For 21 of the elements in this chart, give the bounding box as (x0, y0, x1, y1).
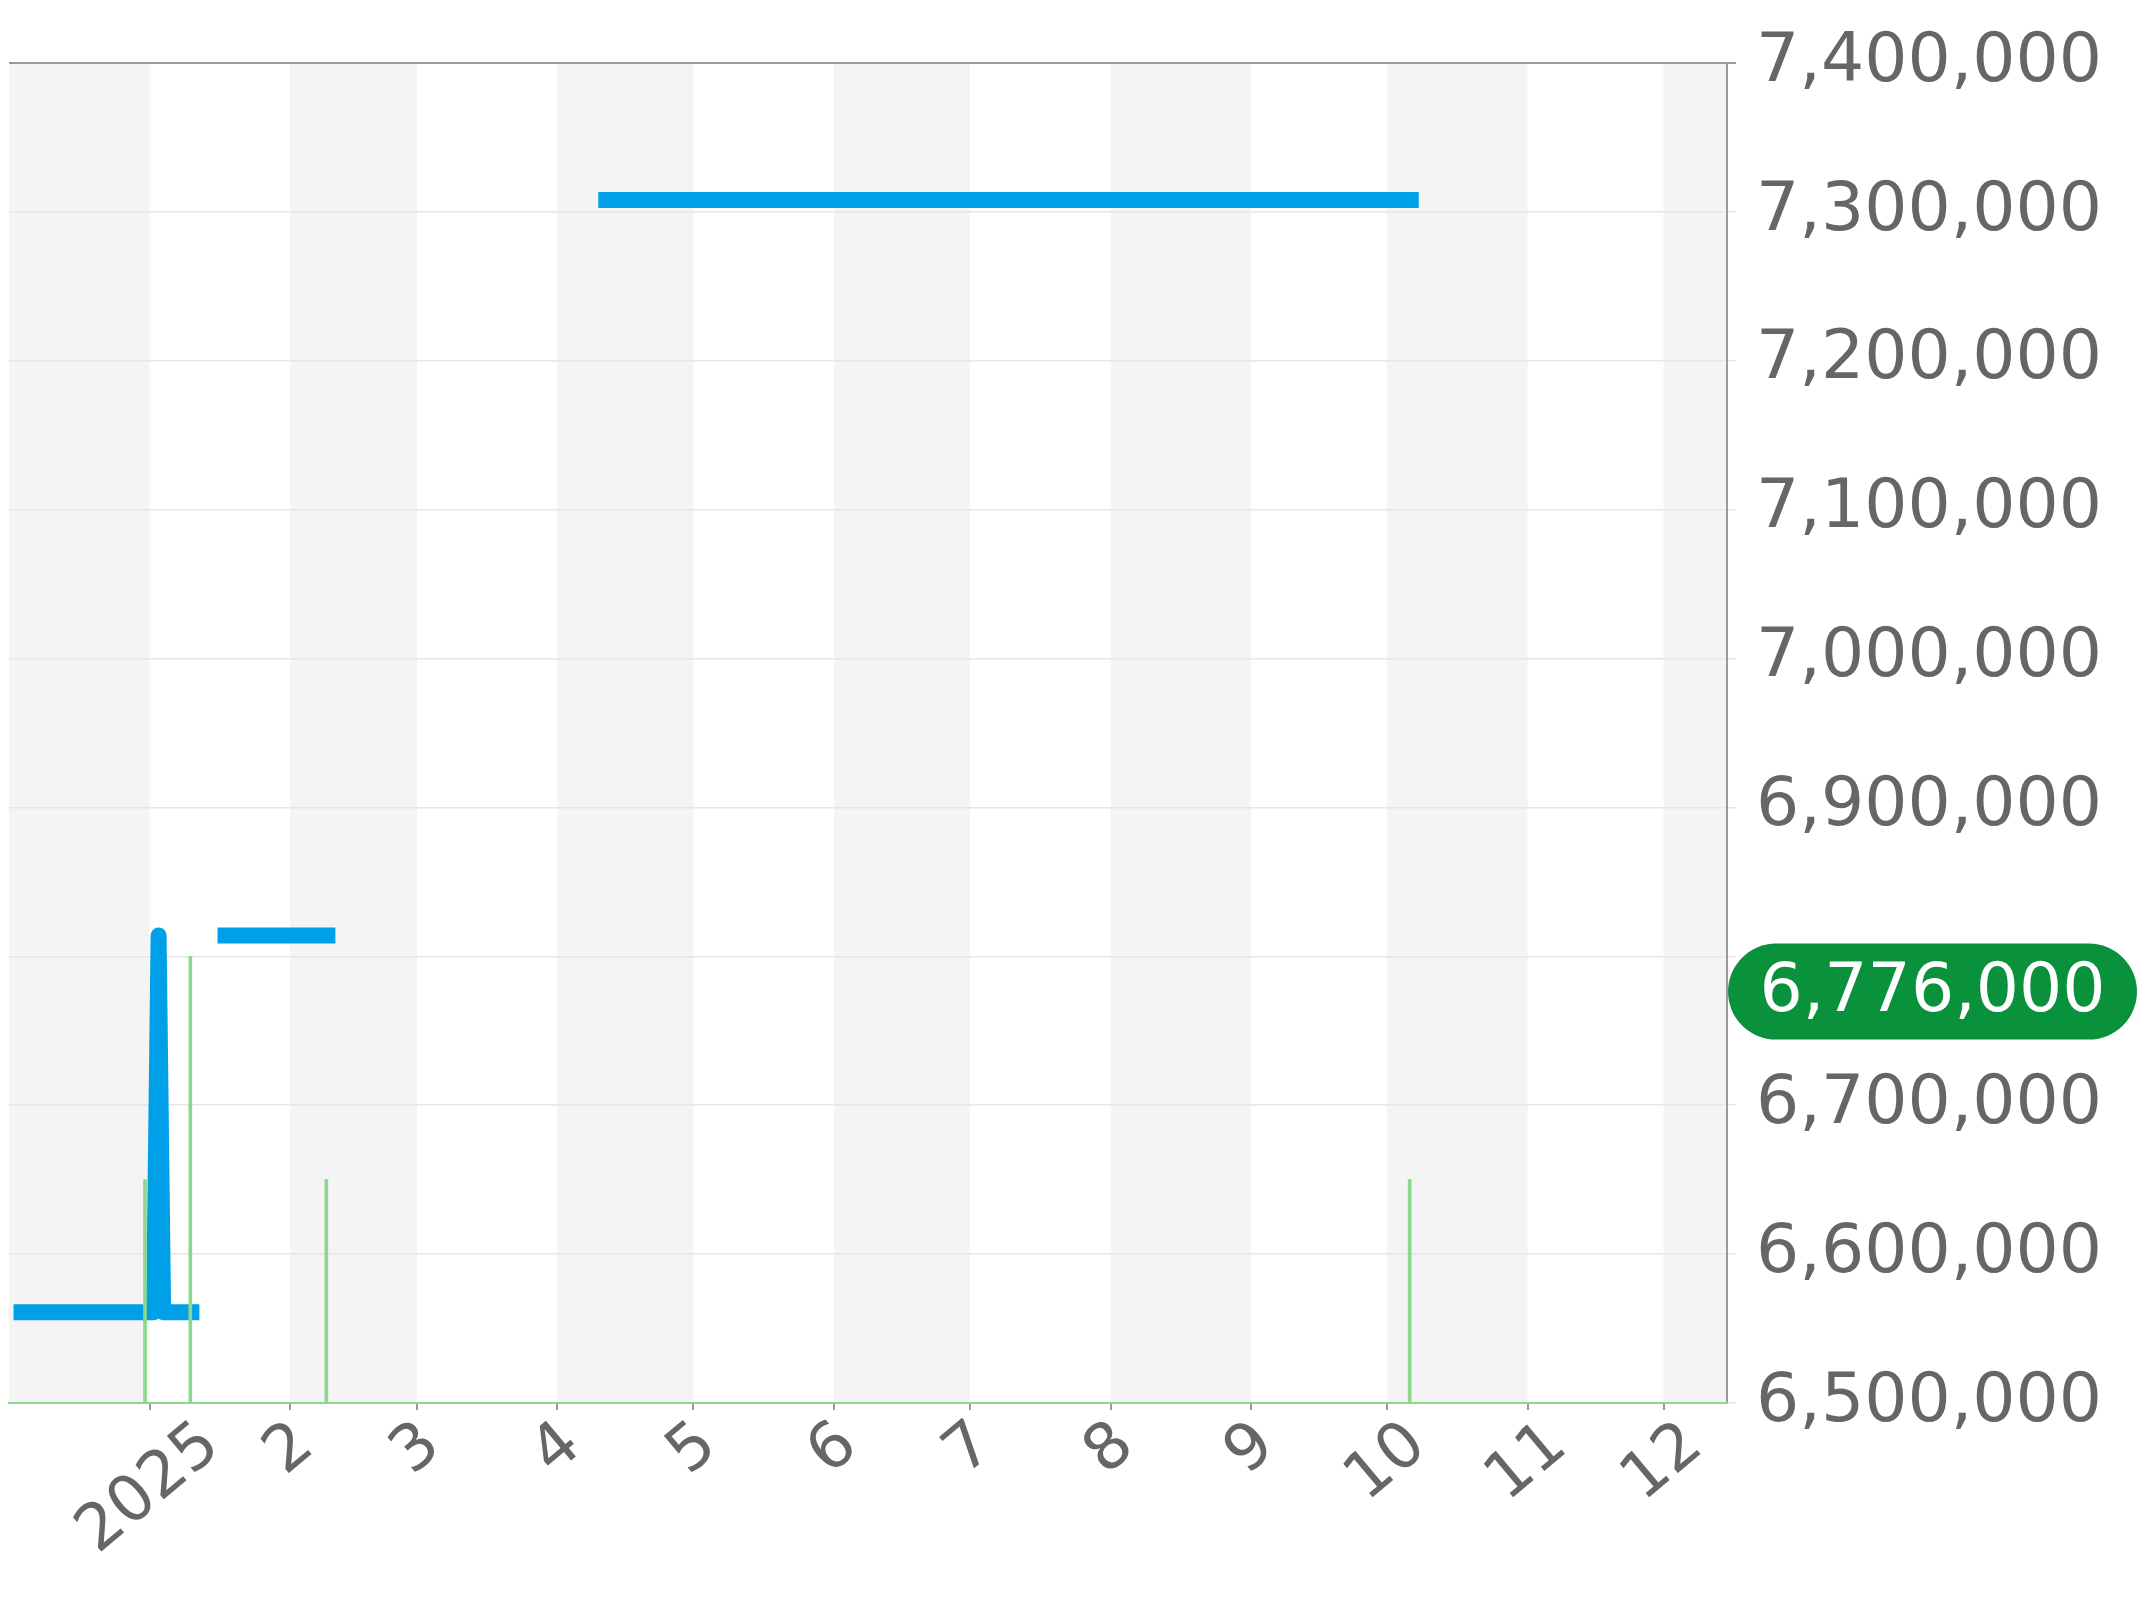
text: 6,776,000 (1759, 948, 2106, 1028)
y-tick-label: 7,400,000 (1756, 17, 2103, 97)
x-tick-label: 9 (1208, 1404, 1287, 1488)
y-tick-label: 7,200,000 (1756, 315, 2103, 395)
y-tick-label: 6,900,000 (1756, 762, 2103, 842)
x-tick-label: 7 (927, 1404, 1006, 1488)
y-tick-label: 6,700,000 (1756, 1059, 2103, 1139)
x-tick-label: 4 (514, 1404, 594, 1488)
x-tick-label: 5 (650, 1404, 730, 1488)
x-tick-label: 2 (247, 1404, 326, 1488)
x-tick-label: 6 (791, 1404, 870, 1488)
y-tick-label: 6,500,000 (1756, 1357, 2103, 1437)
x-tick-label: 10 (1328, 1404, 1439, 1514)
x-tick-label: 3 (374, 1404, 453, 1488)
x-tick-label: 12 (1605, 1404, 1716, 1514)
x-tick-label: 8 (1067, 1404, 1147, 1488)
y-tick-label: 6,600,000 (1756, 1208, 2103, 1288)
y-tick-label: 7,100,000 (1756, 464, 2103, 544)
y-tick-label: 7,000,000 (1756, 613, 2103, 693)
y-tick-label: 7,300,000 (1756, 166, 2103, 246)
x-tick-label: 11 (1469, 1404, 1580, 1514)
